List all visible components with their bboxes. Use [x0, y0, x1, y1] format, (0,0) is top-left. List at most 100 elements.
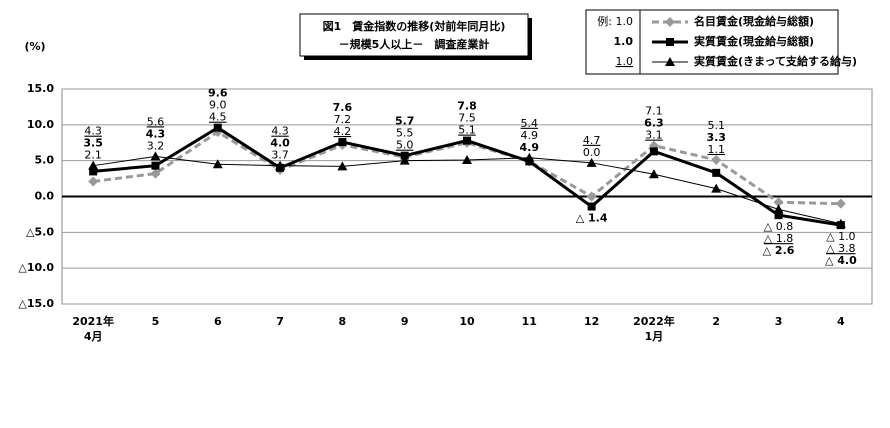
point: [88, 160, 99, 170]
legend-marker: [665, 17, 675, 27]
value-label: 5.7: [395, 115, 415, 128]
value-label: 9.0: [209, 99, 227, 112]
y-unit: (%): [24, 40, 45, 53]
point: [212, 159, 223, 169]
legend-label: 実質賃金(現金給与総額): [694, 34, 814, 48]
value-label: △ 1.4: [576, 212, 608, 225]
point: [712, 168, 721, 177]
y-tick-label: 5.0: [35, 154, 55, 167]
value-label: 5.0: [396, 139, 414, 152]
chart-title: 図1 賃金指数の推移(対前年同月比): [323, 19, 506, 33]
point: [337, 161, 348, 171]
point: [213, 123, 222, 132]
value-label: 3.2: [147, 139, 165, 152]
point: [150, 168, 161, 179]
chart-subtitle: －規模5人以上－ 調査産業計: [339, 37, 490, 51]
x-tick-label: 3: [775, 315, 783, 328]
x-tick-label: 12: [584, 315, 599, 328]
point: [649, 147, 658, 156]
point: [835, 218, 846, 228]
value-label: 7.2: [334, 113, 352, 126]
value-label: 4.7: [583, 134, 601, 147]
point: [338, 138, 347, 147]
value-label: △ 1.0: [826, 230, 855, 243]
value-label: 0.0: [583, 146, 601, 159]
value-label: 5.5: [396, 127, 414, 140]
value-label: 3.5: [83, 137, 103, 150]
x-tick-label: 7: [276, 315, 284, 328]
value-label: 7.6: [333, 101, 353, 114]
point: [586, 191, 597, 202]
point: [275, 160, 286, 170]
value-label: 4.9: [520, 141, 540, 154]
legend-marker: [665, 57, 675, 66]
legend-sample: 1.0: [616, 55, 634, 68]
y-tick-label: 0.0: [35, 190, 55, 203]
value-label: 4.0: [270, 137, 290, 150]
point: [463, 136, 471, 145]
legend-marker: [666, 38, 674, 46]
value-label: 4.2: [334, 125, 352, 138]
value-label: 4.9: [521, 129, 539, 142]
x-tick-label: 5: [152, 315, 160, 328]
x-tick-label: 11: [522, 315, 537, 328]
value-label: 1.1: [707, 143, 725, 156]
point: [711, 154, 722, 165]
point: [88, 176, 99, 187]
value-label: 5.1: [458, 124, 476, 137]
value-label: 3.7: [271, 149, 289, 162]
x-tick-label: 9: [401, 315, 409, 328]
legend-sample: 1.0: [614, 35, 634, 48]
x-tick-label: 4: [837, 315, 845, 328]
point: [150, 151, 161, 161]
value-label: 2.1: [84, 149, 102, 162]
point: [462, 154, 472, 164]
value-label: 4.3: [146, 127, 166, 140]
value-label: 7.1: [645, 105, 663, 118]
value-label: 4.5: [209, 111, 227, 124]
value-label: △ 3.8: [826, 242, 855, 255]
x-tick-label: 6: [214, 315, 222, 328]
point: [151, 161, 160, 170]
point: [711, 183, 722, 193]
value-label: △ 1.8: [764, 232, 793, 245]
value-label: 7.5: [458, 112, 476, 125]
value-label: 5.4: [521, 117, 539, 130]
x-tick-label: 10: [459, 315, 475, 328]
x-tick-label: 2021年 4月: [72, 314, 114, 343]
title-box: [299, 13, 529, 57]
value-label: △ 2.6: [763, 244, 795, 257]
y-tick-label: △15.0: [18, 297, 54, 310]
legend-label: 実質賃金(きまって支給する給与): [694, 54, 857, 68]
point: [773, 197, 784, 208]
value-label: 5.6: [147, 115, 165, 128]
series-line: [93, 155, 841, 225]
value-label: 3.3: [706, 131, 726, 144]
legend-box: [585, 9, 839, 75]
x-tick-label: 2022年 1月: [633, 314, 675, 343]
value-label: 4.3: [271, 125, 289, 138]
x-tick-label: 2: [712, 315, 720, 328]
point: [587, 202, 596, 211]
value-label: 6.3: [644, 117, 664, 130]
point: [835, 198, 846, 209]
y-tick-label: 10.0: [27, 118, 54, 131]
point: [524, 152, 535, 162]
value-label: 7.8: [457, 100, 477, 113]
point: [773, 204, 784, 214]
legend-label: 名目賃金(現金給与総額): [694, 14, 814, 28]
point: [648, 169, 659, 179]
value-label: △ 4.0: [825, 254, 857, 267]
point: [586, 157, 597, 167]
value-label: △ 0.8: [764, 220, 793, 233]
point: [400, 151, 409, 160]
y-tick-label: △10.0: [18, 261, 54, 274]
y-tick-label: 15.0: [27, 82, 54, 95]
x-tick-label: 8: [339, 315, 347, 328]
value-label: 9.6: [208, 87, 228, 100]
legend-sample: 例: 1.0: [597, 14, 633, 28]
point: [399, 155, 410, 165]
value-label: 3.1: [645, 129, 663, 142]
value-label: 4.3: [84, 125, 102, 138]
